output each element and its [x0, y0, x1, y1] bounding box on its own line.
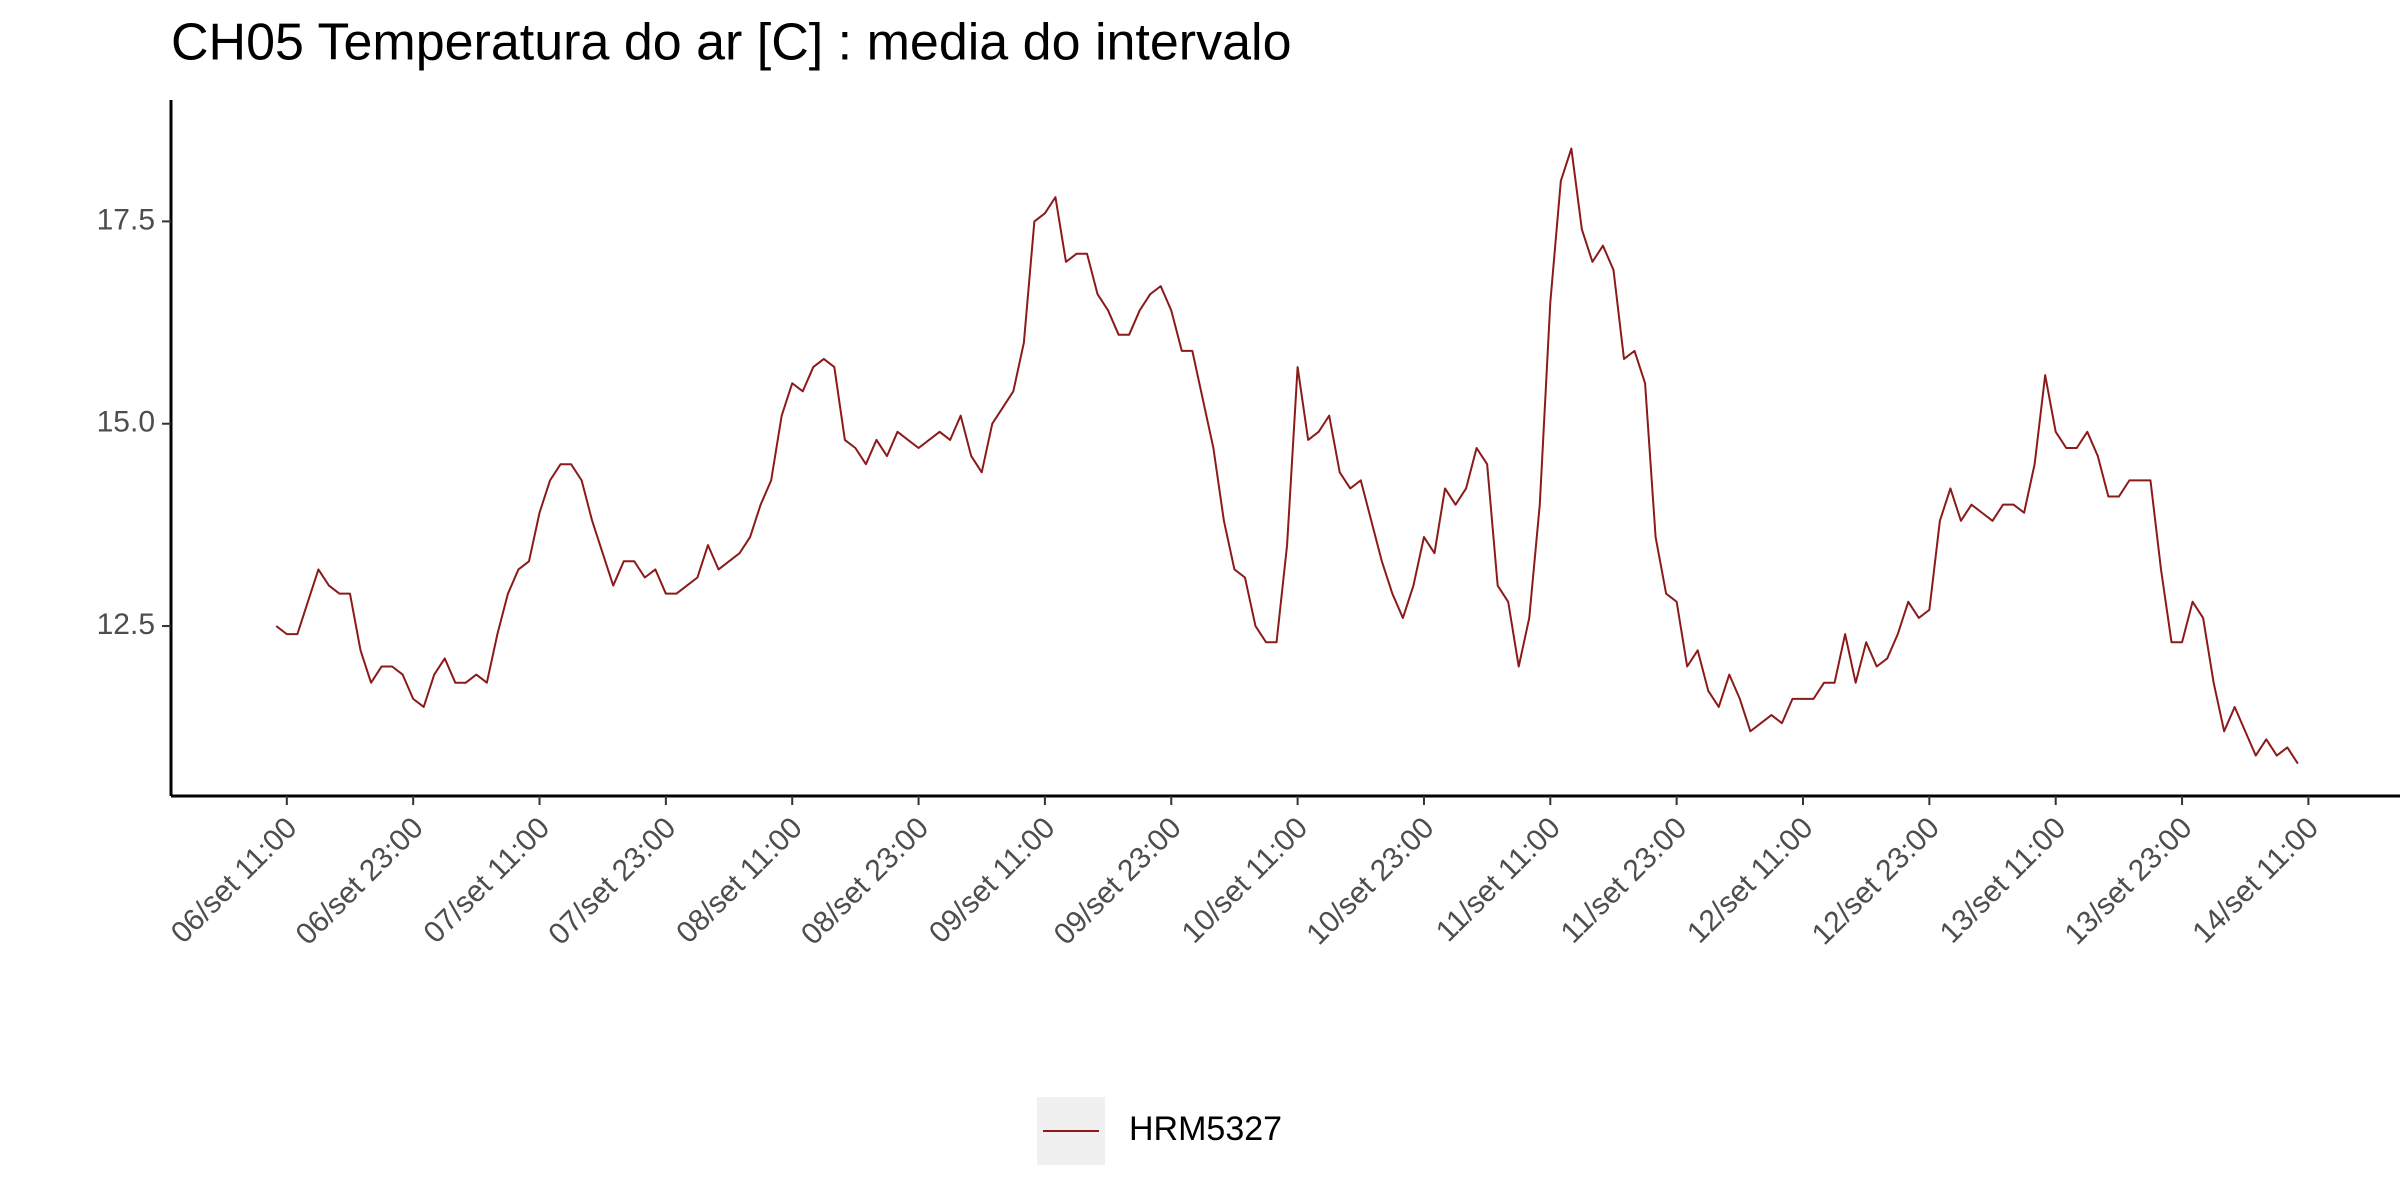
x-tick-label: 13/set 23:00 — [2058, 811, 2198, 951]
x-tick-label: 10/set 23:00 — [1300, 811, 1440, 951]
x-tick-label: 07/set 23:00 — [542, 811, 682, 951]
x-tick-label: 09/set 11:00 — [923, 811, 1062, 950]
series-line — [275, 147, 2299, 765]
x-tick-label: 08/set 11:00 — [670, 811, 809, 950]
x-tick-label: 07/set 11:00 — [418, 811, 557, 950]
x-tick-label: 14/set 11:00 — [2186, 811, 2325, 950]
x-tick-label: 11/set 11:00 — [1430, 811, 1567, 948]
x-tick-label: 12/set 11:00 — [1681, 811, 1820, 950]
x-tick-label: 10/set 11:00 — [1176, 811, 1315, 950]
x-tick-label: 08/set 23:00 — [795, 811, 935, 951]
x-tick-label: 09/set 23:00 — [1048, 811, 1188, 951]
chart-title: CH05 Temperatura do ar [C] : media do in… — [171, 14, 1292, 72]
x-tick-label: 13/set 11:00 — [1934, 811, 2073, 950]
legend-label: HRM5327 — [1129, 1110, 1282, 1148]
x-tick-label: 11/set 23:00 — [1555, 811, 1694, 950]
y-tick-label: 17.5 — [97, 203, 155, 236]
x-tick-label: 12/set 23:00 — [1806, 811, 1946, 951]
y-tick-label: 15.0 — [97, 406, 155, 439]
x-tick-label: 06/set 11:00 — [165, 811, 304, 950]
y-tick-label: 12.5 — [97, 608, 155, 641]
x-tick-label: 06/set 23:00 — [290, 811, 430, 951]
